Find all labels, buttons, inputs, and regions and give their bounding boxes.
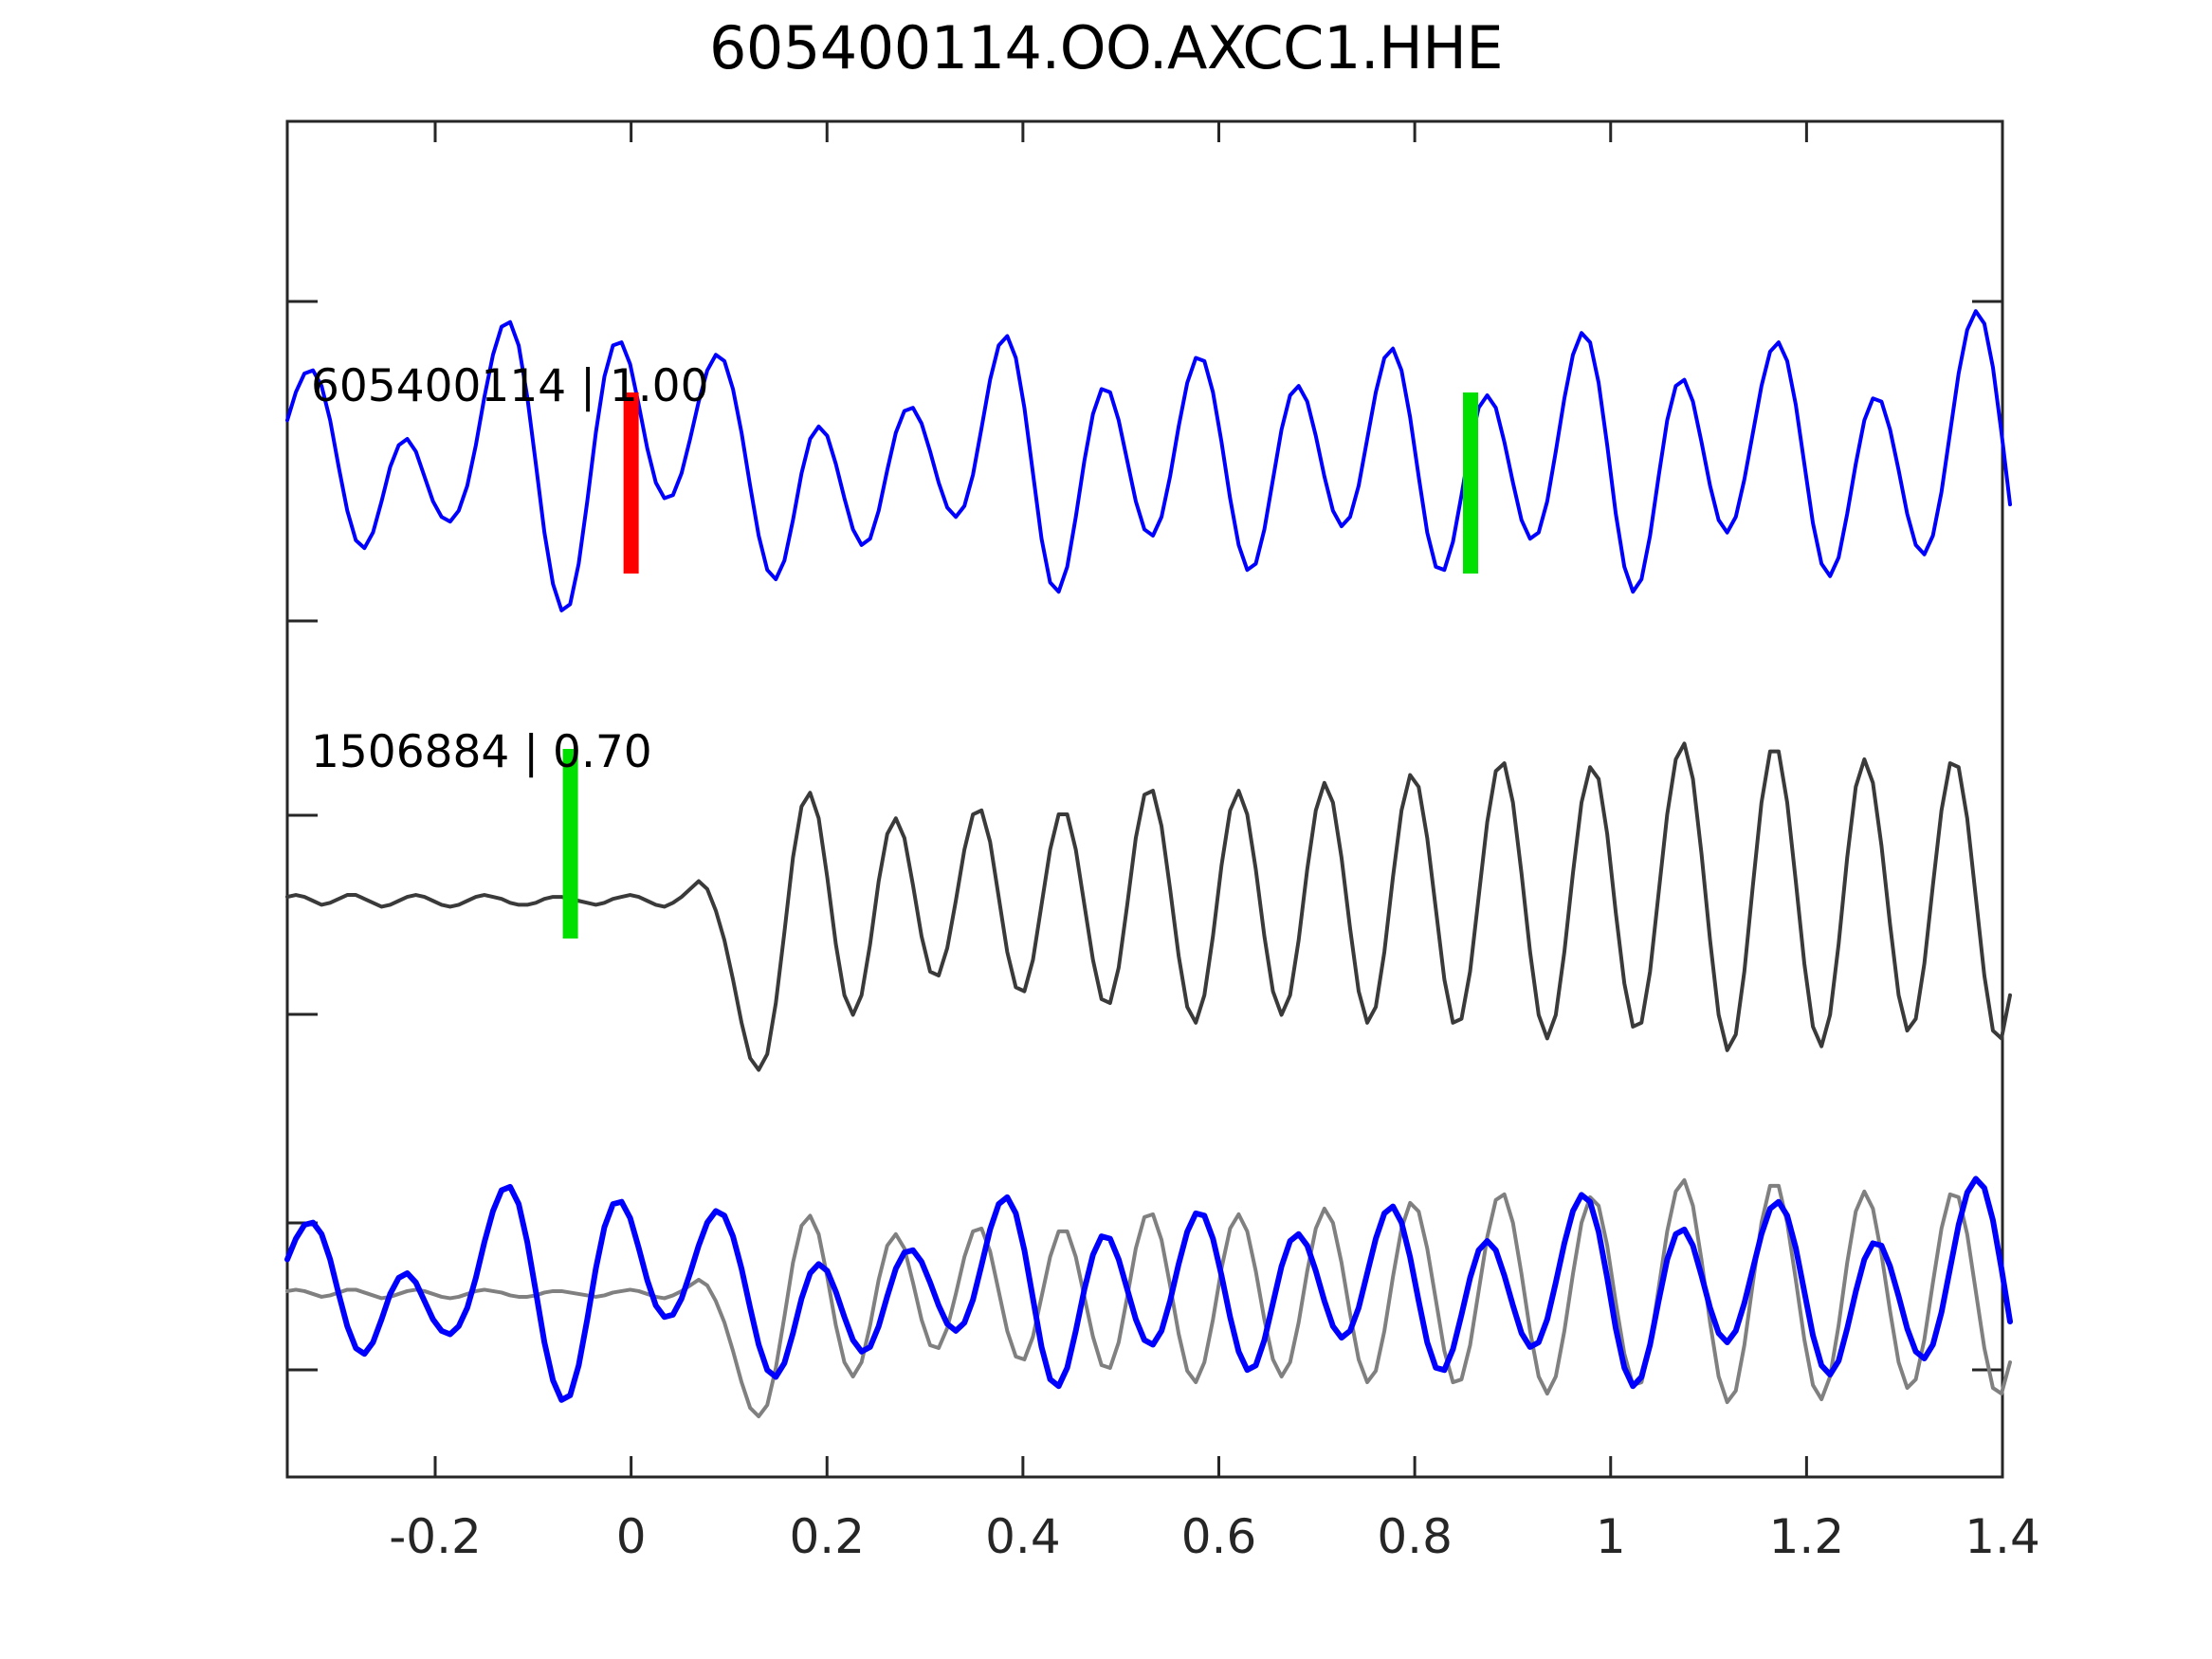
x-tick-label: -0.2 <box>389 1509 482 1564</box>
trace-label-template: 605400114 | 1.00 <box>311 360 709 412</box>
pick-marker-green-detection <box>562 749 578 939</box>
trace-label-detection: 1506884 | 0.70 <box>311 726 652 778</box>
x-tick-label: 0.2 <box>789 1509 866 1564</box>
waveform-traces <box>284 309 2014 1419</box>
page-title: 605400114.OO.AXCC1.HHE <box>708 13 1504 82</box>
x-tick-label: 1.4 <box>1965 1509 2040 1564</box>
x-axis-ticks <box>433 121 2004 1477</box>
x-tick-label: 0.4 <box>985 1509 1061 1564</box>
y-axis-ticks <box>287 300 2002 1372</box>
x-tick-label: 1.2 <box>1768 1509 1845 1564</box>
x-tick-label: 0 <box>615 1509 647 1564</box>
pick-marker-red-template <box>623 392 639 574</box>
pick-markers <box>562 392 1479 939</box>
x-tick-label: 1 <box>1595 1509 1626 1564</box>
pick-marker-green-template <box>1463 392 1479 574</box>
x-tick-label: 0.6 <box>1180 1509 1257 1564</box>
plot-frame <box>285 119 2004 1479</box>
x-tick-label: 0.8 <box>1377 1509 1453 1564</box>
